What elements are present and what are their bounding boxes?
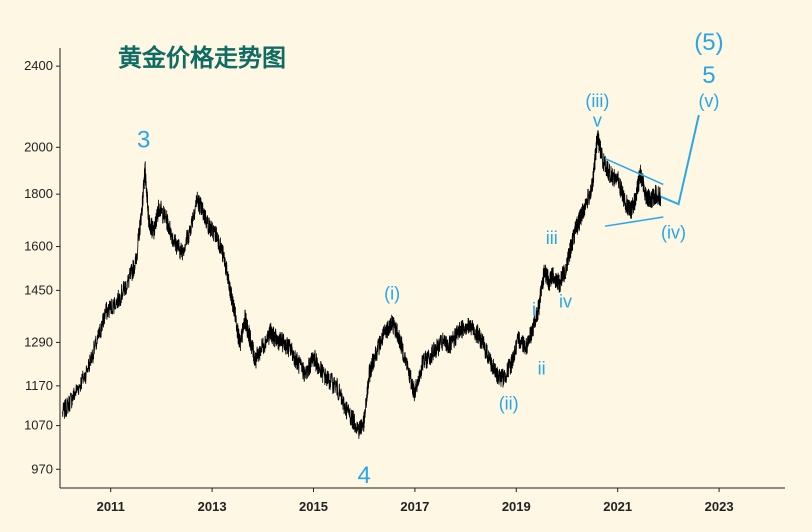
y-tick-label: 2000 [24, 139, 53, 154]
wave-label: (5) [694, 29, 723, 56]
x-tick-label: 2015 [299, 499, 328, 514]
x-tick-label: 2023 [705, 499, 734, 514]
x-tick-label: 2019 [502, 499, 531, 514]
wave-label: i [532, 300, 536, 320]
y-tick-label: 2400 [24, 58, 53, 73]
y-tick-label: 1450 [24, 282, 53, 297]
wave-label: iii [546, 228, 558, 248]
wave-label: (v) [698, 91, 719, 111]
y-tick-label: 1600 [24, 239, 53, 254]
triangle-upper-line [604, 157, 664, 186]
y-tick-label: 1290 [24, 334, 53, 349]
triangle-lower-line [604, 216, 664, 227]
wave-label: v [593, 111, 602, 131]
x-tick-label: 2013 [198, 499, 227, 514]
price-series [62, 130, 662, 439]
x-tick-label: 2021 [603, 499, 632, 514]
price-line [62, 130, 662, 439]
wave-label: 3 [137, 126, 150, 153]
wave-overlays [604, 114, 700, 227]
chart-title: 黄金价格走势图 [118, 44, 286, 72]
y-tick-label: 1070 [24, 418, 53, 433]
x-tick-label: 2017 [400, 499, 429, 514]
wave-label: (ii) [499, 393, 519, 413]
y-tick-label: 1170 [25, 378, 53, 393]
y-tick-label: 970 [31, 461, 53, 476]
wave-label: (iv) [661, 222, 686, 242]
wave-label: (iii) [585, 91, 609, 111]
wave-label: 4 [358, 462, 371, 489]
wave-label: 5 [702, 62, 715, 89]
wave-label: (i) [384, 284, 400, 304]
projection-path [660, 114, 700, 206]
y-tick-label: 1800 [24, 186, 53, 201]
wave-label: ii [538, 359, 546, 379]
x-tick-label: 2011 [97, 499, 125, 514]
axes: 970 1070 1170 1290 1450 1600 1800 2000 2400 2011 2… [24, 48, 785, 514]
wave-label: iv [559, 292, 572, 312]
